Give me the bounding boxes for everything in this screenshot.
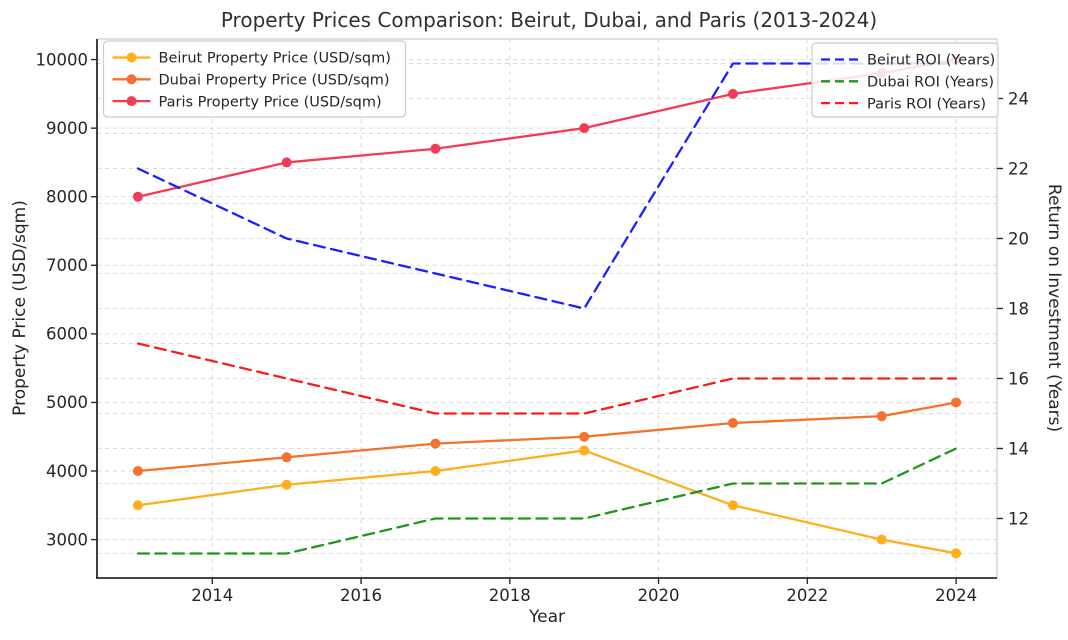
series-beirut-roi-years	[136, 62, 958, 310]
legend-item: Paris ROI (Years)	[821, 96, 986, 112]
legend: Beirut ROI (Years) Dubai ROI (Years) Paris…	[811, 42, 999, 118]
data-point-marker	[876, 411, 887, 422]
y-tick-label-left: 9000	[46, 119, 88, 138]
y-tick-label-right: 12	[1008, 509, 1029, 528]
legend-item: Beirut Property Price (USD/sqm)	[112, 51, 391, 67]
x-tick-label: 2018	[489, 586, 531, 605]
series-line	[136, 62, 958, 310]
data-point-marker	[281, 479, 292, 490]
y-axis-label-left: Property Price (USD/sqm)	[10, 200, 30, 416]
legend-item-label: Paris ROI (Years)	[867, 96, 986, 112]
y-tick-label-left: 7000	[46, 256, 88, 275]
series-line	[136, 449, 958, 555]
data-point-marker	[281, 157, 292, 168]
y-tick-label-right: 16	[1008, 369, 1029, 388]
data-point-marker	[727, 418, 738, 429]
y-tick-label-left: 6000	[46, 325, 88, 344]
y-tick-label-right: 24	[1008, 89, 1029, 108]
series-line	[136, 401, 958, 473]
legend-box	[102, 40, 407, 118]
x-tick-label: 2014	[191, 586, 233, 605]
x-tick-label: 2024	[935, 586, 977, 605]
y-tick-label-left: 4000	[46, 462, 88, 481]
data-point-marker	[430, 143, 441, 154]
series-paris-roi-years	[136, 342, 958, 415]
y-tick-label-left: 10000	[36, 50, 89, 69]
x-axis-label: Year	[528, 607, 565, 627]
legend-sample-marker	[126, 52, 137, 63]
data-point-marker	[951, 548, 962, 559]
x-tick-label: 2016	[340, 586, 382, 605]
data-point-marker	[132, 500, 143, 511]
chart-title: Property Prices Comparison: Beirut, Duba…	[221, 8, 877, 32]
legend-item: Dubai ROI (Years)	[821, 75, 994, 91]
y-tick-label-right: 22	[1008, 159, 1029, 178]
legend: Beirut Property Price (USD/sqm) Dubai Pro…	[102, 40, 407, 118]
x-tick-label: 2020	[638, 586, 680, 605]
legend-item-label: Beirut Property Price (USD/sqm)	[159, 51, 391, 67]
series-dubai-property-price-usd-sqm	[132, 397, 962, 477]
legend-item-label: Paris Property Price (USD/sqm)	[159, 94, 382, 110]
data-point-marker	[281, 452, 292, 463]
legend-item: Beirut ROI (Years)	[821, 53, 995, 69]
axis-ticks: 2014 2016 2018 2020 2022 20243000400050006000…	[36, 50, 1030, 605]
legend-sample-marker	[126, 74, 137, 85]
y-tick-label-right: 18	[1008, 299, 1029, 318]
legend-sample-marker	[126, 96, 137, 107]
y-tick-label-right: 20	[1008, 229, 1029, 248]
data-point-marker	[876, 534, 887, 545]
legend-item: Dubai Property Price (USD/sqm)	[112, 73, 390, 89]
data-point-marker	[579, 431, 590, 442]
data-point-marker	[132, 191, 143, 202]
data-point-marker	[430, 466, 441, 477]
data-point-marker	[727, 500, 738, 511]
legend-box	[811, 42, 999, 118]
gridlines	[97, 39, 997, 578]
y-tick-label-left: 3000	[46, 530, 88, 549]
y-tick-label-left: 5000	[46, 393, 88, 412]
data-point-marker	[579, 123, 590, 134]
x-tick-label: 2022	[786, 586, 828, 605]
data-point-marker	[727, 88, 738, 99]
data-point-marker	[430, 438, 441, 449]
series-beirut-property-price-usd-sqm	[132, 445, 962, 559]
data-point-marker	[951, 397, 962, 408]
y-tick-label-right: 14	[1008, 439, 1029, 458]
legend-item-label: Dubai ROI (Years)	[867, 75, 994, 91]
y-axis-label-right: Return on Investment (Years)	[1044, 184, 1064, 432]
legend-item: Paris Property Price (USD/sqm)	[112, 94, 382, 110]
data-point-marker	[579, 445, 590, 456]
series-dubai-roi-years	[136, 447, 958, 555]
series-line	[136, 447, 958, 555]
legend-item-label: Beirut ROI (Years)	[867, 53, 995, 69]
series-line	[136, 342, 958, 415]
legend-item-label: Dubai Property Price (USD/sqm)	[159, 73, 390, 89]
y-tick-label-left: 8000	[46, 188, 88, 207]
data-point-marker	[132, 466, 143, 477]
